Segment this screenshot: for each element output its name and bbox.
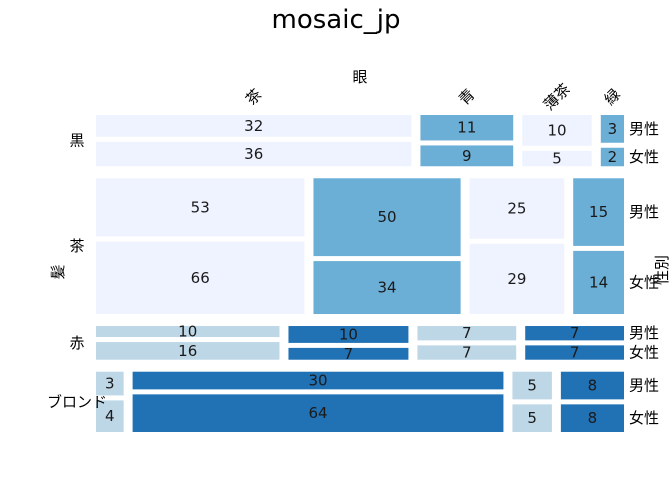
cell-0-3-0 — [600, 115, 624, 143]
cell-3-3-0 — [560, 371, 624, 400]
row-label-0: 黒 — [69, 132, 84, 150]
split-label-1-0: 男性 — [629, 203, 659, 221]
cell-value-1-0-1: 66 — [191, 269, 210, 287]
cell-1-2-0 — [469, 178, 565, 239]
col-label-3: 緑 — [601, 85, 624, 108]
cell-3-2-0 — [512, 371, 552, 400]
cell-0-1-1 — [420, 145, 514, 167]
cell-value-2-3-1: 7 — [570, 344, 580, 362]
col-variable-label: 眼 — [352, 68, 367, 86]
cell-1-2-1 — [469, 243, 565, 315]
cell-value-1-1-0: 50 — [377, 208, 396, 226]
row-label-2: 赤 — [69, 334, 84, 352]
split-label-0-1: 女性 — [629, 148, 659, 166]
chart-title: mosaic_jp — [272, 5, 401, 35]
cell-0-2-0 — [522, 115, 592, 146]
cell-value-3-2-1: 5 — [527, 409, 537, 427]
cell-3-1-0 — [132, 371, 504, 390]
cell-value-0-0-0: 32 — [244, 117, 263, 135]
split-label-1-1: 女性 — [629, 273, 659, 291]
cell-value-3-2-0: 5 — [527, 377, 537, 395]
cell-value-2-0-1: 16 — [178, 342, 197, 360]
cell-3-0-0 — [96, 371, 124, 396]
cell-value-2-1-1: 7 — [344, 345, 354, 363]
cell-value-0-3-1: 2 — [608, 148, 618, 166]
cell-value-2-0-0: 10 — [178, 323, 197, 341]
cell-2-0-0 — [96, 326, 280, 338]
row-variable-label: 髪 — [49, 264, 67, 279]
split-variable-label: 性別 — [653, 255, 671, 285]
cell-value-0-0-1: 36 — [244, 145, 263, 163]
cell-2-1-1 — [288, 347, 409, 360]
cell-value-0-3-0: 3 — [608, 120, 618, 138]
cell-0-1-0 — [420, 115, 514, 141]
cell-2-1-0 — [288, 326, 409, 343]
cell-value-2-1-0: 10 — [339, 325, 358, 343]
cell-0-0-0 — [96, 115, 412, 137]
cell-value-3-3-1: 8 — [588, 409, 598, 427]
cell-value-1-3-1: 14 — [589, 273, 608, 291]
cell-value-2-2-1: 7 — [462, 344, 472, 362]
cell-value-3-0-0: 3 — [105, 375, 115, 393]
mosaic-cells — [96, 115, 624, 432]
cell-0-3-1 — [600, 147, 624, 167]
cell-1-1-0 — [313, 178, 461, 257]
cell-value-1-2-0: 25 — [507, 200, 526, 218]
cell-value-2-3-0: 7 — [570, 324, 580, 342]
cell-value-1-0-0: 53 — [191, 198, 210, 216]
cell-3-2-1 — [512, 404, 552, 432]
cell-0-2-1 — [522, 150, 592, 167]
cell-value-1-3-0: 15 — [589, 203, 608, 221]
cell-value-3-3-0: 8 — [588, 377, 598, 395]
cell-1-3-1 — [573, 250, 624, 315]
cell-0-0-1 — [96, 141, 412, 167]
cell-value-3-1-1: 64 — [308, 404, 327, 422]
cell-value-3-1-0: 30 — [308, 372, 327, 390]
cell-2-3-1 — [525, 345, 624, 360]
cell-1-1-1 — [313, 261, 461, 315]
split-label-0-0: 男性 — [629, 120, 659, 138]
cell-3-1-1 — [132, 394, 504, 432]
cell-value-0-1-1: 9 — [462, 147, 472, 165]
cell-1-3-0 — [573, 178, 624, 246]
row-label-1: 茶 — [69, 237, 84, 255]
split-label-3-0: 男性 — [629, 377, 659, 395]
cell-2-2-1 — [417, 345, 517, 360]
cell-value-0-1-0: 11 — [457, 119, 476, 137]
split-label-2-1: 女性 — [629, 344, 659, 362]
cell-1-0-0 — [96, 178, 305, 237]
cell-value-1-2-1: 29 — [507, 270, 526, 288]
col-label-1: 青 — [455, 85, 478, 108]
cell-value-3-0-1: 4 — [105, 407, 115, 425]
cell-2-0-1 — [96, 342, 280, 360]
cell-1-0-1 — [96, 241, 305, 315]
col-label-2: 薄茶 — [540, 80, 574, 114]
cell-3-3-1 — [560, 404, 624, 432]
cell-3-0-1 — [96, 400, 124, 432]
cell-value-2-2-0: 7 — [462, 324, 472, 342]
cell-value-0-2-1: 5 — [552, 150, 562, 168]
split-label-2-0: 男性 — [629, 324, 659, 342]
row-label-3: ブロンド — [47, 393, 107, 411]
cell-value-1-1-1: 34 — [377, 279, 396, 297]
col-label-0: 茶 — [242, 85, 265, 108]
split-label-3-1: 女性 — [629, 409, 659, 427]
cell-value-0-2-0: 10 — [547, 121, 566, 139]
cell-2-3-0 — [525, 326, 624, 341]
cell-2-2-0 — [417, 326, 517, 341]
